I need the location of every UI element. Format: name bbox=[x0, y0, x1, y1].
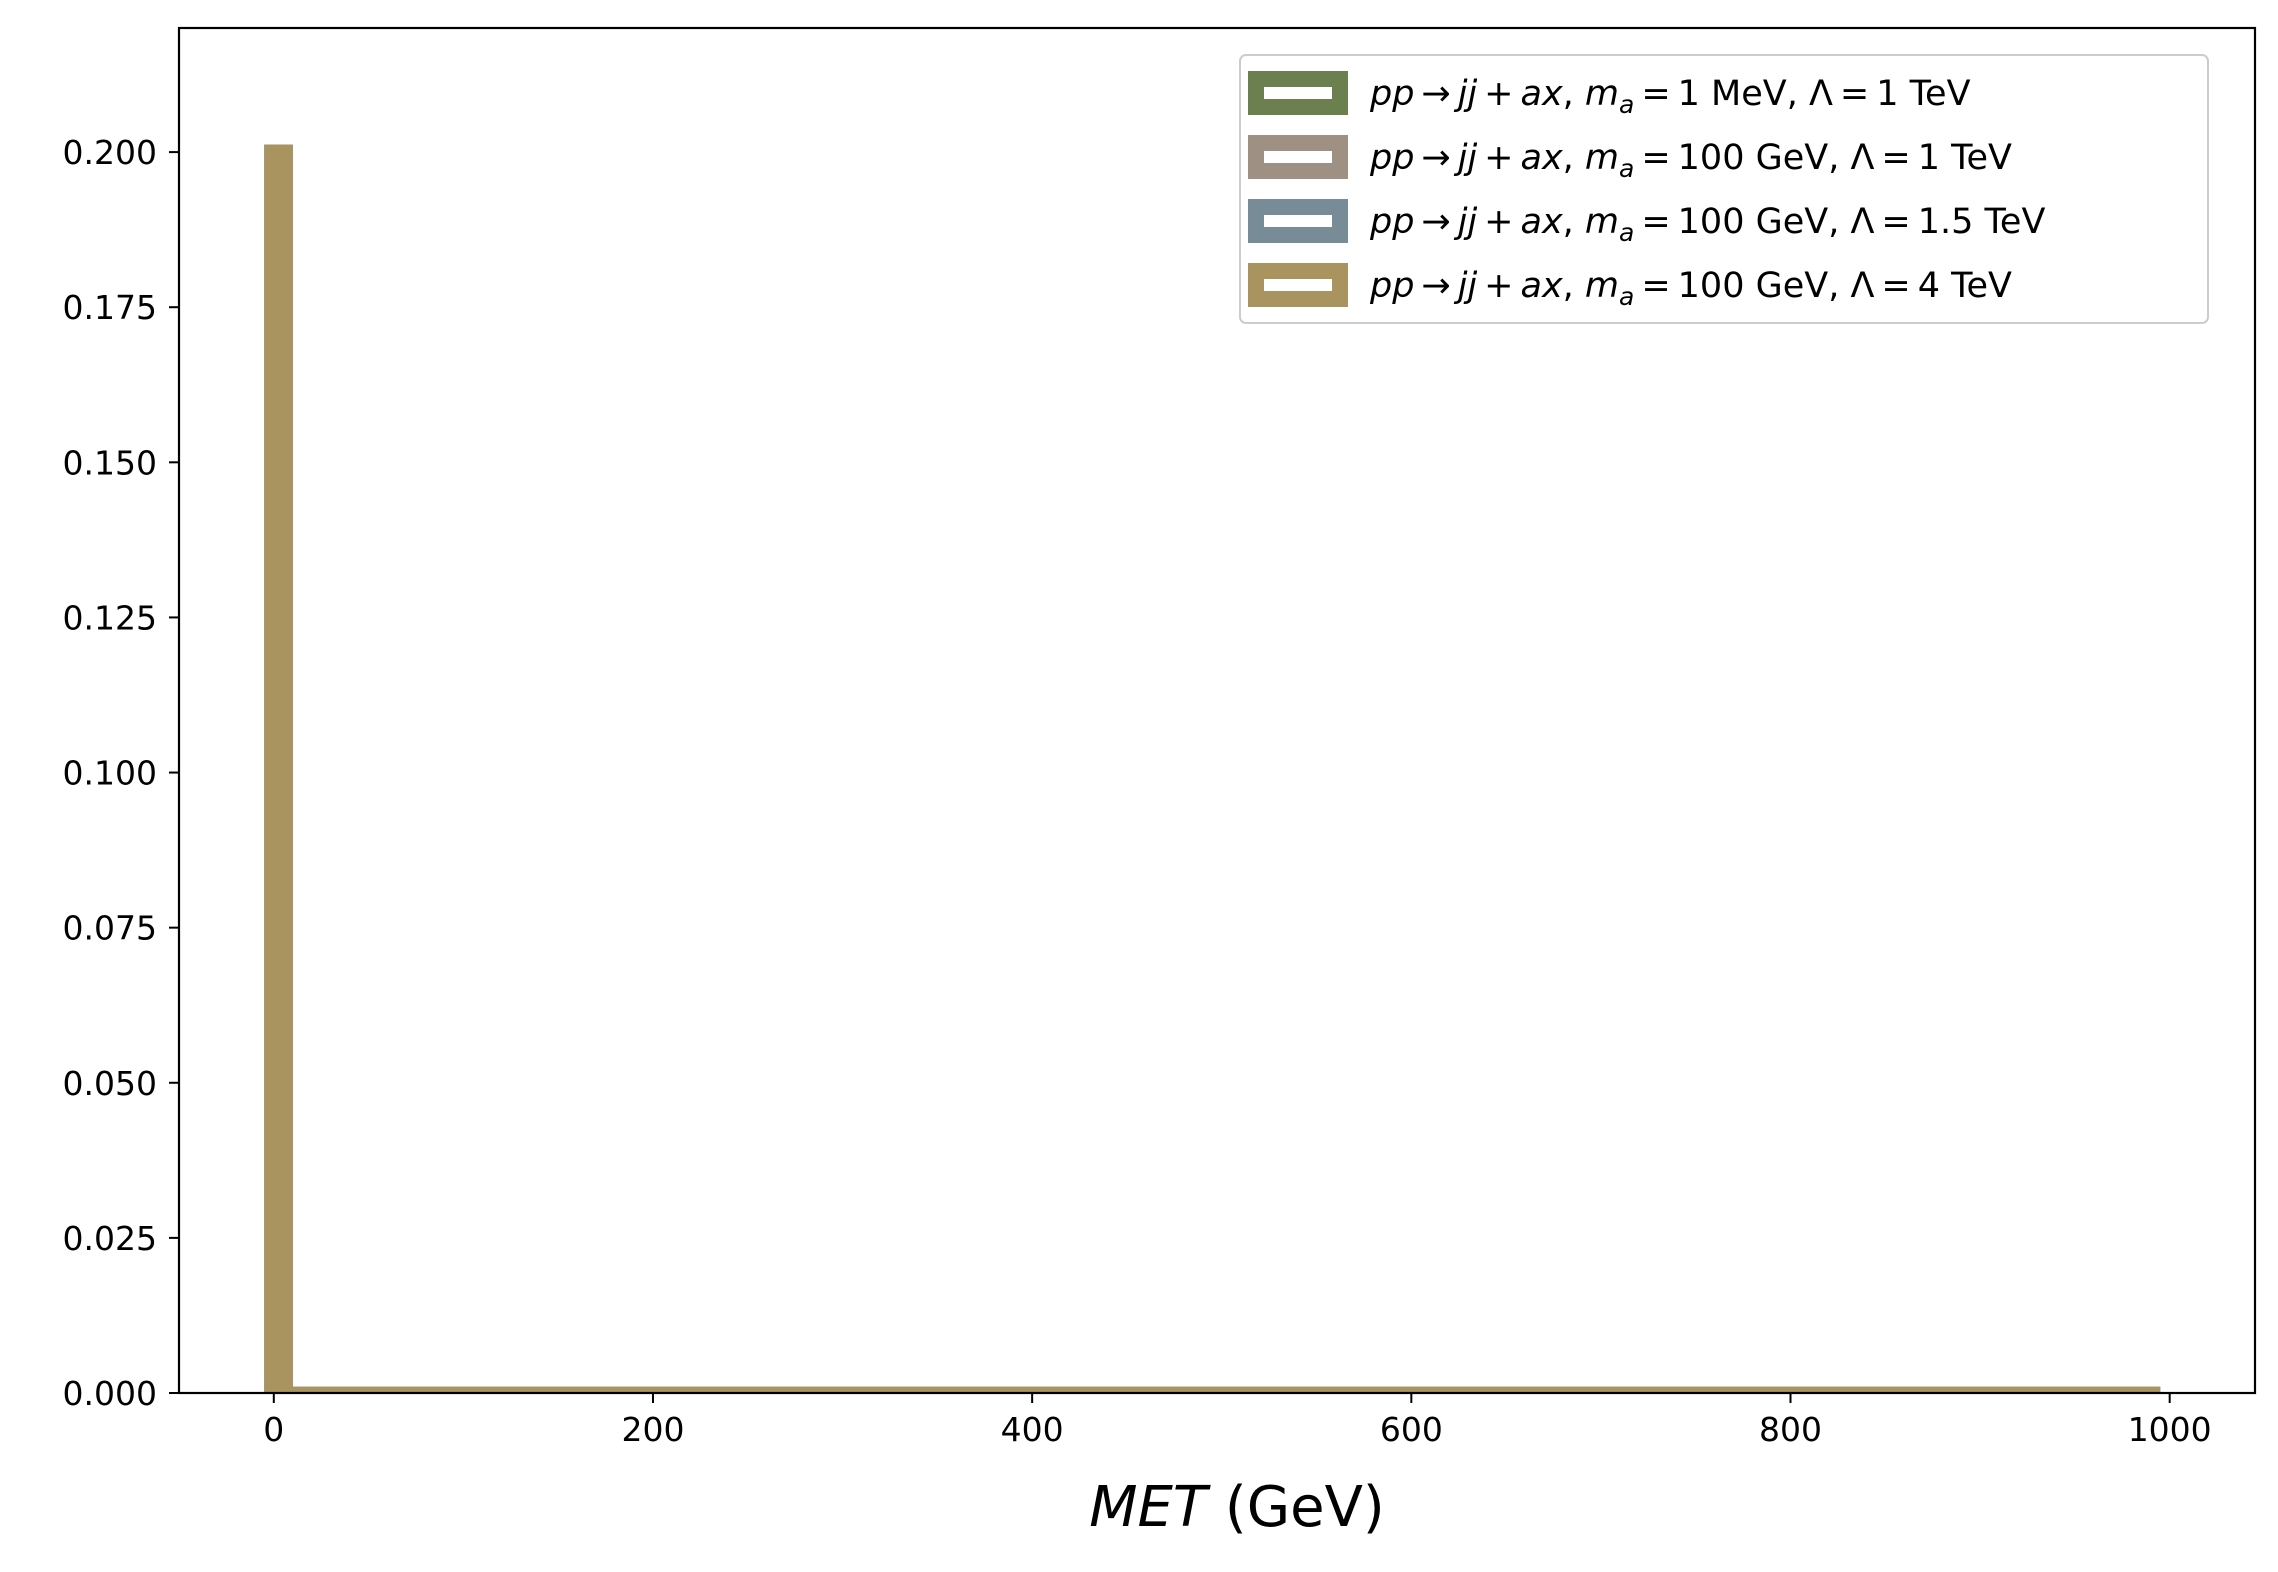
legend-box bbox=[1239, 54, 2209, 324]
series-4-bars bbox=[264, 144, 2161, 1393]
legend-label: pp → jj + ax, ma = 100 GeV, Λ = 4 TeV bbox=[1369, 266, 2012, 311]
x-axis-label-variable: MET bbox=[1089, 1475, 1211, 1540]
ticks-layer: 0 200 400 600 800 1000 0.000 0.025 0.050 0.075 0.1… bbox=[63, 133, 2212, 1449]
x-tick-label: 800 bbox=[1759, 1410, 1822, 1449]
legend-swatch-inner bbox=[1264, 279, 1332, 291]
y-tick-label: 0.075 bbox=[63, 909, 157, 948]
x-axis-label-unit: (GeV) bbox=[1207, 1475, 1385, 1540]
y-tick-label: 0.000 bbox=[63, 1374, 157, 1413]
y-tick-label: 0.050 bbox=[63, 1064, 157, 1103]
series-4-bin-2 bbox=[292, 1386, 2161, 1393]
bars-layer bbox=[264, 144, 2161, 1393]
x-tick-label: 600 bbox=[1380, 1410, 1443, 1449]
legend-entry: pp → jj + ax, ma = 100 GeV, Λ = 4 TeV bbox=[1248, 263, 2012, 311]
plot-frame bbox=[177, 26, 2257, 1395]
x-tick-label: 200 bbox=[621, 1410, 684, 1449]
legend-entry: pp → jj + ax, ma = 100 GeV, Λ = 1 TeV bbox=[1248, 135, 2012, 183]
series-4-bin-1 bbox=[264, 144, 293, 1393]
y-tick-label: 0.200 bbox=[63, 133, 157, 172]
legend-label: pp → jj + ax, ma = 100 GeV, Λ = 1.5 TeV bbox=[1369, 202, 2045, 247]
legend-label: pp → jj + ax, ma = 100 GeV, Λ = 1 TeV bbox=[1369, 138, 2012, 183]
x-tick-label: 1000 bbox=[2128, 1410, 2212, 1449]
legend-label: pp → jj + ax, ma = 1 MeV, Λ = 1 TeV bbox=[1369, 74, 1971, 119]
y-tick-label: 0.100 bbox=[63, 754, 157, 793]
y-tick-label: 0.125 bbox=[63, 598, 157, 637]
legend-swatch-inner bbox=[1264, 151, 1332, 163]
legend-entry: pp → jj + ax, ma = 1 MeV, Λ = 1 TeV bbox=[1248, 71, 1971, 119]
y-tick-label: 0.175 bbox=[63, 288, 157, 327]
legend-swatch-inner bbox=[1264, 87, 1332, 99]
y-tick-label: 0.025 bbox=[63, 1219, 157, 1258]
x-tick-label: 0 bbox=[263, 1410, 284, 1449]
legend: pp → jj + ax, ma = 1 MeV, Λ = 1 TeV pp → … bbox=[1239, 54, 2209, 324]
y-tick-label: 0.150 bbox=[63, 443, 157, 482]
legend-swatch-inner bbox=[1264, 215, 1332, 227]
x-axis-label: MET (GeV) bbox=[1089, 1475, 1385, 1540]
legend-entry: pp → jj + ax, ma = 100 GeV, Λ = 1.5 TeV bbox=[1248, 199, 2045, 247]
x-tick-label: 400 bbox=[1001, 1410, 1064, 1449]
